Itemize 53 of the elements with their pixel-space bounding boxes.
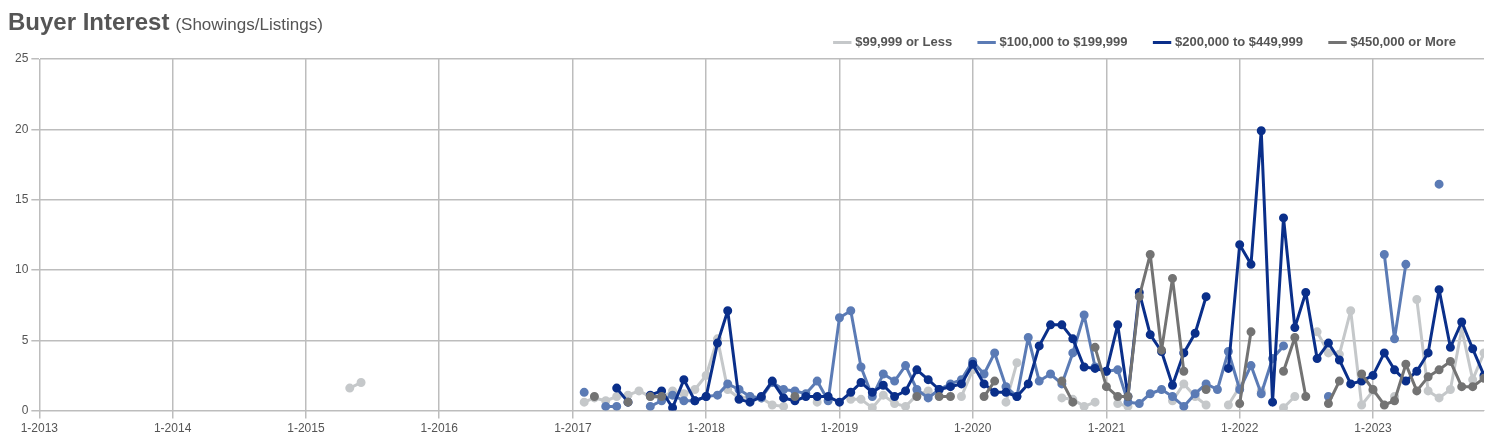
y-tick-label: 15 xyxy=(14,191,29,206)
point xyxy=(1134,292,1144,302)
legend-label: $450,000 or More xyxy=(1350,34,1457,50)
point xyxy=(1279,366,1289,376)
point xyxy=(1334,376,1344,386)
chart-title: Buyer Interest xyxy=(8,8,170,35)
x-tick-label: 1-2014 xyxy=(153,421,192,436)
point xyxy=(1246,327,1256,337)
x-tick-label: 1-2022 xyxy=(1221,421,1259,436)
x-tick-label: 1-2018 xyxy=(687,421,726,436)
y-tick-label: 0 xyxy=(21,402,29,417)
x-tick-label: 1-2023 xyxy=(1354,421,1392,436)
point xyxy=(979,392,989,402)
point xyxy=(1290,332,1300,342)
point xyxy=(1201,385,1211,394)
x-tick-label: 1-2017 xyxy=(554,421,592,436)
point xyxy=(1235,399,1245,409)
point xyxy=(1090,342,1100,352)
point xyxy=(990,376,1000,386)
y-tick-label: 25 xyxy=(14,51,29,66)
point xyxy=(934,392,944,402)
x-tick-label: 1-2019 xyxy=(820,421,859,436)
point xyxy=(1145,249,1155,259)
legend-label: $100,000 to $199,999 xyxy=(999,34,1128,50)
point xyxy=(1113,392,1123,402)
legend-label: $99,999 or Less xyxy=(855,34,953,50)
x-tick-label: 1-2016 xyxy=(420,421,459,436)
point xyxy=(945,392,955,402)
y-tick-label: 20 xyxy=(14,121,29,136)
point xyxy=(1445,356,1455,366)
point xyxy=(1412,386,1422,396)
x-tick-label: 1-2015 xyxy=(287,421,325,436)
point xyxy=(1457,382,1467,392)
point xyxy=(1423,372,1433,382)
point xyxy=(1323,399,1333,409)
chart-subtitle: (Showings/Listings) xyxy=(175,15,323,34)
point xyxy=(1179,366,1189,376)
point xyxy=(1390,396,1400,406)
point xyxy=(1301,392,1311,402)
point xyxy=(1379,400,1389,410)
point xyxy=(790,392,800,402)
point xyxy=(1101,382,1111,392)
x-tick-label: 1-2020 xyxy=(954,421,992,436)
point xyxy=(1434,365,1444,375)
point xyxy=(1357,369,1367,379)
y-tick-label: 5 xyxy=(21,332,29,347)
point xyxy=(1168,273,1177,283)
x-tick-label: 1-2021 xyxy=(1087,421,1126,436)
point xyxy=(1468,382,1478,392)
x-tick-label: 1-2013 xyxy=(20,421,59,436)
point xyxy=(1401,359,1411,369)
legend-label: $200,000 to $449,999 xyxy=(1175,34,1303,50)
y-tick-label: 10 xyxy=(14,262,29,277)
